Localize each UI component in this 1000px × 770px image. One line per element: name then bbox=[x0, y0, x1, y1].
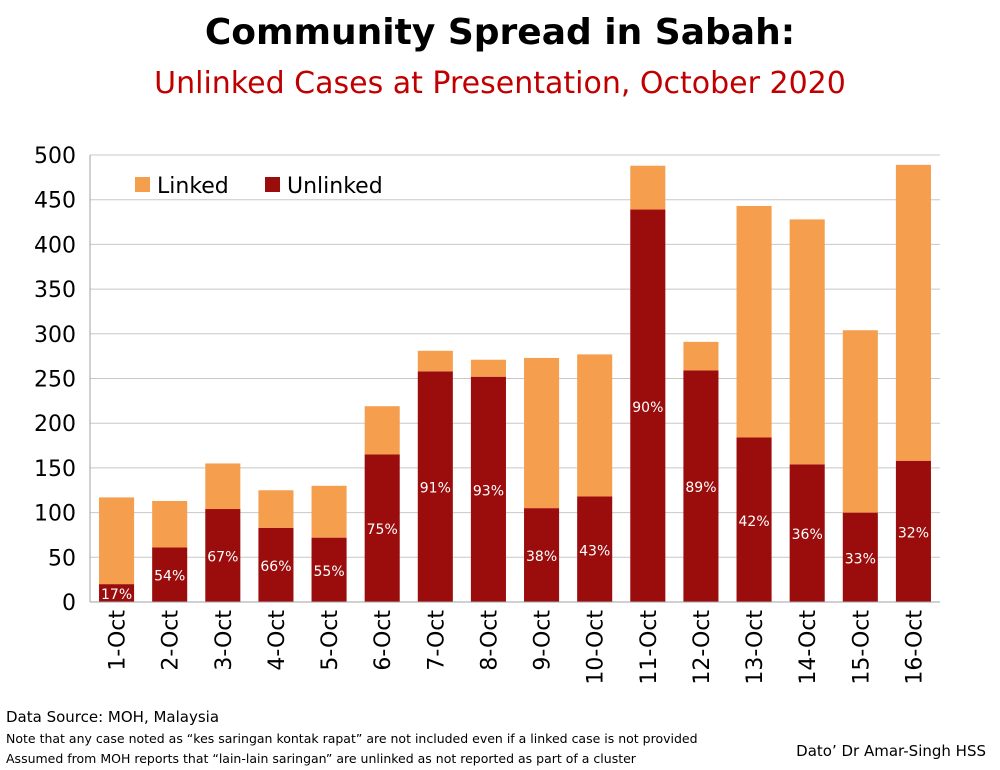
data-label: 17% bbox=[101, 587, 132, 603]
bar-linked bbox=[630, 165, 666, 210]
legend-label: Linked bbox=[157, 174, 229, 199]
author-credit: Dato’ Dr Amar-Singh HSS bbox=[796, 742, 986, 760]
footnote-1: Note that any case noted as “kes saringa… bbox=[6, 731, 698, 746]
x-tick-label: 8-Oct bbox=[477, 610, 502, 671]
x-tick-label: 2-Oct bbox=[159, 610, 184, 671]
data-label: 90% bbox=[632, 400, 663, 416]
data-label: 55% bbox=[314, 564, 345, 580]
bar-unlinked bbox=[524, 508, 560, 602]
bar-linked bbox=[895, 164, 931, 461]
legend-swatch bbox=[265, 177, 280, 192]
y-axis: 0 50 100 150 200 250 300 350 400 450 500 bbox=[34, 144, 91, 616]
x-tick-label: 14-Oct bbox=[796, 610, 821, 685]
bar-linked bbox=[842, 330, 878, 513]
bar-unlinked bbox=[417, 371, 453, 602]
x-axis: 1-Oct 2-Oct 3-Oct 4-Oct 5-Oct 6-Oct 7-Oct 8-Oct… bbox=[90, 601, 940, 685]
bar-linked bbox=[311, 485, 347, 538]
bar-linked bbox=[364, 406, 400, 455]
y-tick-label: 200 bbox=[34, 412, 76, 437]
x-tick-label: 11-Oct bbox=[637, 610, 662, 685]
bar-unlinked bbox=[683, 370, 719, 602]
footnote-2: Assumed from MOH reports that “lain-lain… bbox=[6, 751, 636, 766]
bar-unlinked bbox=[311, 537, 347, 602]
x-tick-label: 6-Oct bbox=[371, 610, 396, 671]
chart-title: Community Spread in Sabah: bbox=[204, 12, 796, 53]
bars: 17% 54% 67% 66% 55% 75% 91% 93% 38% 43% 90% 89% 42% 3… bbox=[99, 164, 931, 603]
bar-linked bbox=[524, 357, 560, 509]
data-source: Data Source: MOH, Malaysia bbox=[6, 708, 220, 726]
bar-unlinked bbox=[895, 460, 931, 602]
y-tick-label: 500 bbox=[34, 144, 76, 169]
bar-unlinked bbox=[577, 496, 613, 602]
bar-linked bbox=[205, 463, 241, 510]
data-label: 38% bbox=[526, 549, 557, 565]
data-label: 89% bbox=[685, 480, 716, 496]
data-label: 42% bbox=[739, 514, 770, 530]
y-tick-label: 250 bbox=[34, 368, 76, 393]
x-tick-label: 4-Oct bbox=[265, 610, 290, 671]
y-tick-label: 400 bbox=[34, 233, 76, 258]
bar-unlinked bbox=[789, 464, 825, 602]
bar-linked bbox=[152, 500, 188, 548]
data-label: 75% bbox=[367, 522, 398, 538]
bar-linked bbox=[99, 497, 135, 585]
data-label: 93% bbox=[473, 483, 504, 499]
bar-linked bbox=[258, 490, 294, 528]
bar-unlinked bbox=[258, 527, 294, 602]
y-tick-label: 100 bbox=[34, 502, 76, 527]
x-tick-label: 13-Oct bbox=[743, 610, 768, 685]
y-tick-label: 150 bbox=[34, 457, 76, 482]
x-tick-label: 16-Oct bbox=[902, 610, 927, 685]
data-label: 91% bbox=[420, 481, 451, 497]
bar-unlinked bbox=[364, 454, 400, 602]
bar-linked bbox=[417, 350, 453, 372]
bar-unlinked bbox=[470, 376, 506, 602]
x-tick-label: 12-Oct bbox=[690, 610, 715, 685]
y-tick-label: 50 bbox=[48, 546, 76, 571]
bar-unlinked bbox=[736, 437, 772, 602]
data-label: 67% bbox=[207, 550, 238, 566]
y-tick-label: 450 bbox=[34, 189, 76, 214]
bar-unlinked bbox=[630, 209, 666, 602]
data-label: 54% bbox=[154, 569, 185, 585]
bar-unlinked bbox=[99, 584, 135, 602]
x-tick-label: 10-Oct bbox=[584, 610, 609, 685]
x-tick-label: 3-Oct bbox=[212, 610, 237, 671]
data-label: 66% bbox=[260, 559, 291, 575]
bar-unlinked bbox=[205, 509, 241, 602]
chart-subtitle: Unlinked Cases at Presentation, October … bbox=[154, 66, 846, 101]
x-tick-label: 7-Oct bbox=[424, 610, 449, 671]
data-label: 33% bbox=[845, 551, 876, 567]
x-tick-label: 15-Oct bbox=[849, 610, 874, 685]
data-label: 36% bbox=[792, 527, 823, 543]
y-tick-label: 0 bbox=[62, 591, 76, 616]
bar-linked bbox=[789, 219, 825, 465]
legend-swatch bbox=[135, 177, 150, 192]
legend-label: Unlinked bbox=[287, 174, 383, 199]
bar-linked bbox=[683, 341, 719, 371]
bar-unlinked bbox=[842, 512, 878, 602]
bar-linked bbox=[470, 359, 506, 377]
x-tick-label: 1-Oct bbox=[106, 610, 131, 671]
x-tick-label: 5-Oct bbox=[318, 610, 343, 671]
data-label: 43% bbox=[579, 543, 610, 559]
y-tick-label: 350 bbox=[34, 278, 76, 303]
stacked-bar-chart: 0 50 100 150 200 250 300 350 400 450 500 17% 54% 67%… bbox=[34, 144, 940, 685]
y-tick-label: 300 bbox=[34, 323, 76, 348]
bar-unlinked bbox=[152, 547, 188, 602]
legend: Linked Unlinked bbox=[135, 174, 383, 199]
data-label: 32% bbox=[898, 525, 929, 541]
x-tick-label: 9-Oct bbox=[531, 610, 556, 671]
bar-linked bbox=[577, 354, 613, 497]
bar-linked bbox=[736, 205, 772, 438]
